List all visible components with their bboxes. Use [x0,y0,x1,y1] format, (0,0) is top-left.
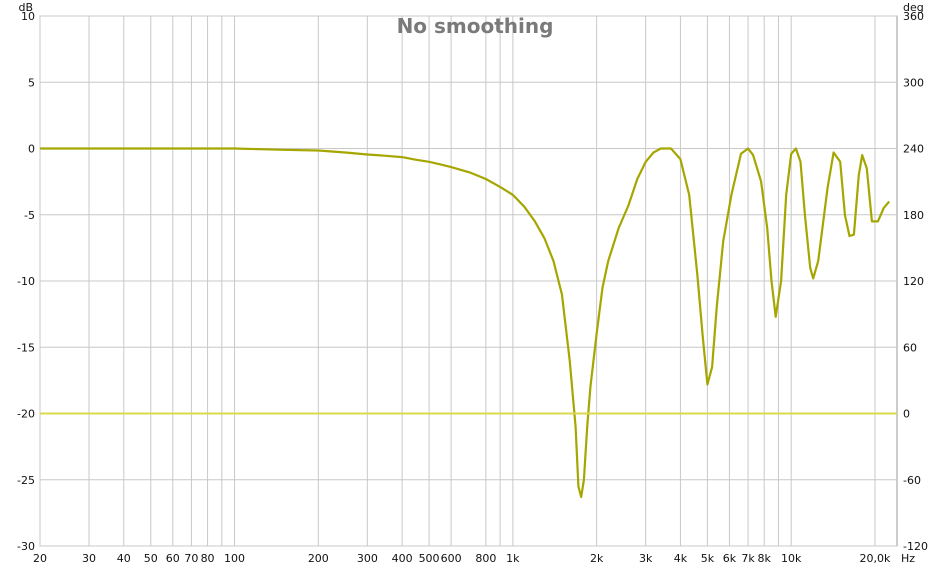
y-tick-label: -30 [17,540,35,553]
x-tick-label: 1k [506,552,520,565]
magnitude-response-line [40,147,891,499]
y-tick-label: -25 [17,474,35,487]
x-tick-label: 100 [224,552,245,565]
x-tick-label: 400 [392,552,413,565]
x-tick-label: 20 [33,552,47,565]
x-tick-label: 200 [308,552,329,565]
x-axis-ticks: 20 30 40 50 60 70 80 100 200 300 400 500 600 800 1k 2k 3… [33,552,891,565]
x-tick-label: 500 [419,552,440,565]
x-tick-label: 80 [201,552,215,565]
x-tick-label: 40 [117,552,131,565]
x-tick-label: 2k [590,552,604,565]
x-tick-label: 60 [166,552,180,565]
x-tick-label: 5k [701,552,715,565]
y-tick-label: -20 [17,408,35,421]
x-tick-label: 30 [82,552,96,565]
y2-tick-label: 180 [903,209,924,222]
x-tick-label: 10k [781,552,802,565]
series-layer [40,147,897,499]
chart-title: No smoothing [397,14,554,38]
y2-tick-label: 240 [903,143,924,156]
y2-tick-label: 300 [903,76,924,89]
y2-tick-label: 60 [903,341,917,354]
y2-axis-unit: deg [903,1,924,14]
x-tick-label: 300 [357,552,378,565]
y-tick-label: -5 [24,209,35,222]
y2-tick-label: 360 [903,10,924,23]
y-tick-label: 10 [21,10,35,23]
y-tick-label: 5 [28,76,35,89]
x-tick-label: 50 [144,552,158,565]
y2-tick-label: -60 [903,474,921,487]
x-tick-label: 7k [741,552,755,565]
y2-tick-label: 120 [903,275,924,288]
x-tick-label: 3k [639,552,653,565]
y-axis-unit: dB [18,1,33,14]
y-tick-label: -15 [17,341,35,354]
y2-axis-ticks: 360 300 240 180 120 60 0 -60 -120 [903,10,928,553]
x-tick-label: 20,0k [860,552,891,565]
y2-tick-label: 0 [903,408,910,421]
y-tick-label: -10 [17,275,35,288]
x-tick-label: 6k [723,552,737,565]
y-axis-ticks: 10 5 0 -5 -10 -15 -20 -25 -30 [17,10,35,553]
x-axis-unit: Hz [901,552,915,565]
x-tick-label: 800 [475,552,496,565]
y2-tick-label: -120 [903,540,928,553]
x-tick-label: 8k [758,552,772,565]
x-tick-label: 600 [441,552,462,565]
y-tick-label: 0 [28,143,35,156]
x-tick-label: 70 [184,552,198,565]
x-tick-label: 4k [674,552,688,565]
